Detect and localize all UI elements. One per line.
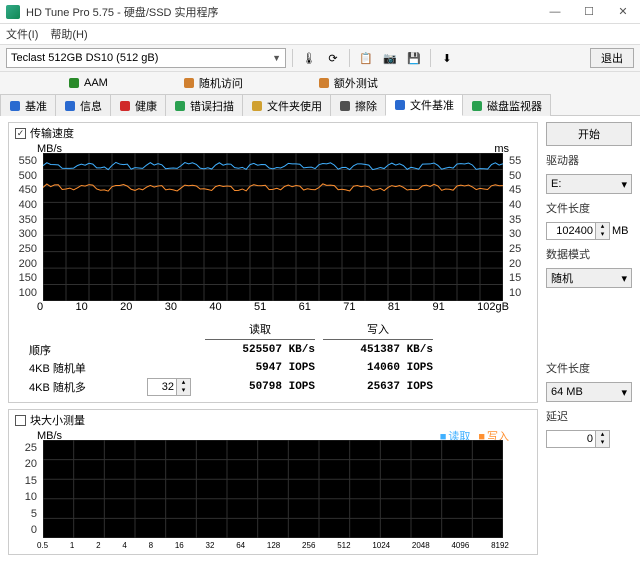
drive-label: 驱动器: [546, 152, 632, 168]
top-tab-额外测试[interactable]: 额外测试: [310, 72, 386, 94]
result-label: 4KB 随机多: [29, 379, 139, 395]
delay-spin[interactable]: ▴▾: [546, 430, 610, 448]
drive-select[interactable]: Teclast 512GB DS10 (512 gB) ▼: [6, 48, 286, 68]
read-value: 50798 IOPS: [205, 381, 315, 393]
queue-depth-spin[interactable]: ▴▾: [147, 378, 191, 396]
temp-icon[interactable]: 🌡: [299, 48, 319, 68]
filelen-label: 文件长度: [546, 200, 632, 216]
chevron-down-icon: ▾: [621, 386, 627, 399]
app-icon: [6, 5, 20, 19]
tab-健康[interactable]: 健康: [110, 94, 166, 116]
tab-信息[interactable]: 信息: [55, 94, 111, 116]
transfer-speed-chart: [43, 153, 503, 301]
write-value: 14060 IOPS: [323, 362, 433, 374]
top-tab-AAM[interactable]: AAM: [60, 72, 116, 94]
main-tab-row: 基准信息健康错误扫描文件夹使用擦除文件基准磁盘监视器: [0, 94, 640, 116]
transfer-speed-label: 传输速度: [30, 125, 74, 141]
window-title: HD Tune Pro 5.75 - 硬盘/SSD 实用程序: [26, 4, 538, 20]
filelen-unit: MB: [612, 225, 629, 237]
read-value: 5947 IOPS: [205, 362, 315, 374]
settings-icon[interactable]: ⬇: [437, 48, 457, 68]
result-label: 4KB 随机单: [29, 360, 139, 376]
tab-文件夹使用[interactable]: 文件夹使用: [242, 94, 331, 116]
delay-input[interactable]: [547, 433, 595, 445]
tab-磁盘监视器[interactable]: 磁盘监视器: [462, 94, 551, 116]
delay-label: 延迟: [546, 408, 632, 424]
transfer-speed-checkbox[interactable]: ✓: [15, 128, 26, 139]
tab-文件基准[interactable]: 文件基准: [385, 94, 463, 116]
refresh-icon[interactable]: ⟳: [323, 48, 343, 68]
drive-value: Teclast 512GB DS10 (512 gB): [11, 52, 158, 64]
blocksize-label: 块大小测量: [30, 412, 85, 428]
exit-button[interactable]: 退出: [590, 48, 634, 68]
filelen-spin[interactable]: ▴▾: [546, 222, 610, 240]
tab-错误扫描[interactable]: 错误扫描: [165, 94, 243, 116]
menu-file[interactable]: 文件(I): [6, 26, 38, 42]
blocksize-chart: [43, 440, 503, 538]
close-button[interactable]: ✕: [606, 0, 640, 24]
tab-基准[interactable]: 基准: [0, 94, 56, 116]
blocksize-checkbox[interactable]: [15, 415, 26, 426]
write-value: 25637 IOPS: [323, 381, 433, 393]
drive-letter-select[interactable]: E:▾: [546, 174, 632, 194]
read-value: 525507 KB/s: [205, 344, 315, 356]
mode-select[interactable]: 随机▾: [546, 268, 632, 288]
result-label: 顺序: [29, 342, 139, 358]
start-button[interactable]: 开始: [546, 122, 632, 146]
write-value: 451387 KB/s: [323, 344, 433, 356]
chevron-down-icon: ▼: [272, 53, 281, 63]
top-tab-随机访问[interactable]: 随机访问: [175, 72, 251, 94]
maximize-button[interactable]: ☐: [572, 0, 606, 24]
minimize-button[interactable]: —: [538, 0, 572, 24]
filelen2-label: 文件长度: [546, 360, 632, 376]
chevron-down-icon: ▾: [621, 272, 627, 285]
screenshot-icon[interactable]: 📷: [380, 48, 400, 68]
chevron-down-icon: ▾: [621, 178, 627, 191]
menu-help[interactable]: 帮助(H): [50, 26, 87, 42]
tab-擦除[interactable]: 擦除: [330, 94, 386, 116]
top-tab-row: AAM 随机访问 额外测试: [0, 72, 640, 94]
mode-label: 数据模式: [546, 246, 632, 262]
filelen2-select[interactable]: 64 MB▾: [546, 382, 632, 402]
copy-icon[interactable]: 📋: [356, 48, 376, 68]
filelen-input[interactable]: [547, 225, 595, 237]
save-icon[interactable]: 💾: [404, 48, 424, 68]
